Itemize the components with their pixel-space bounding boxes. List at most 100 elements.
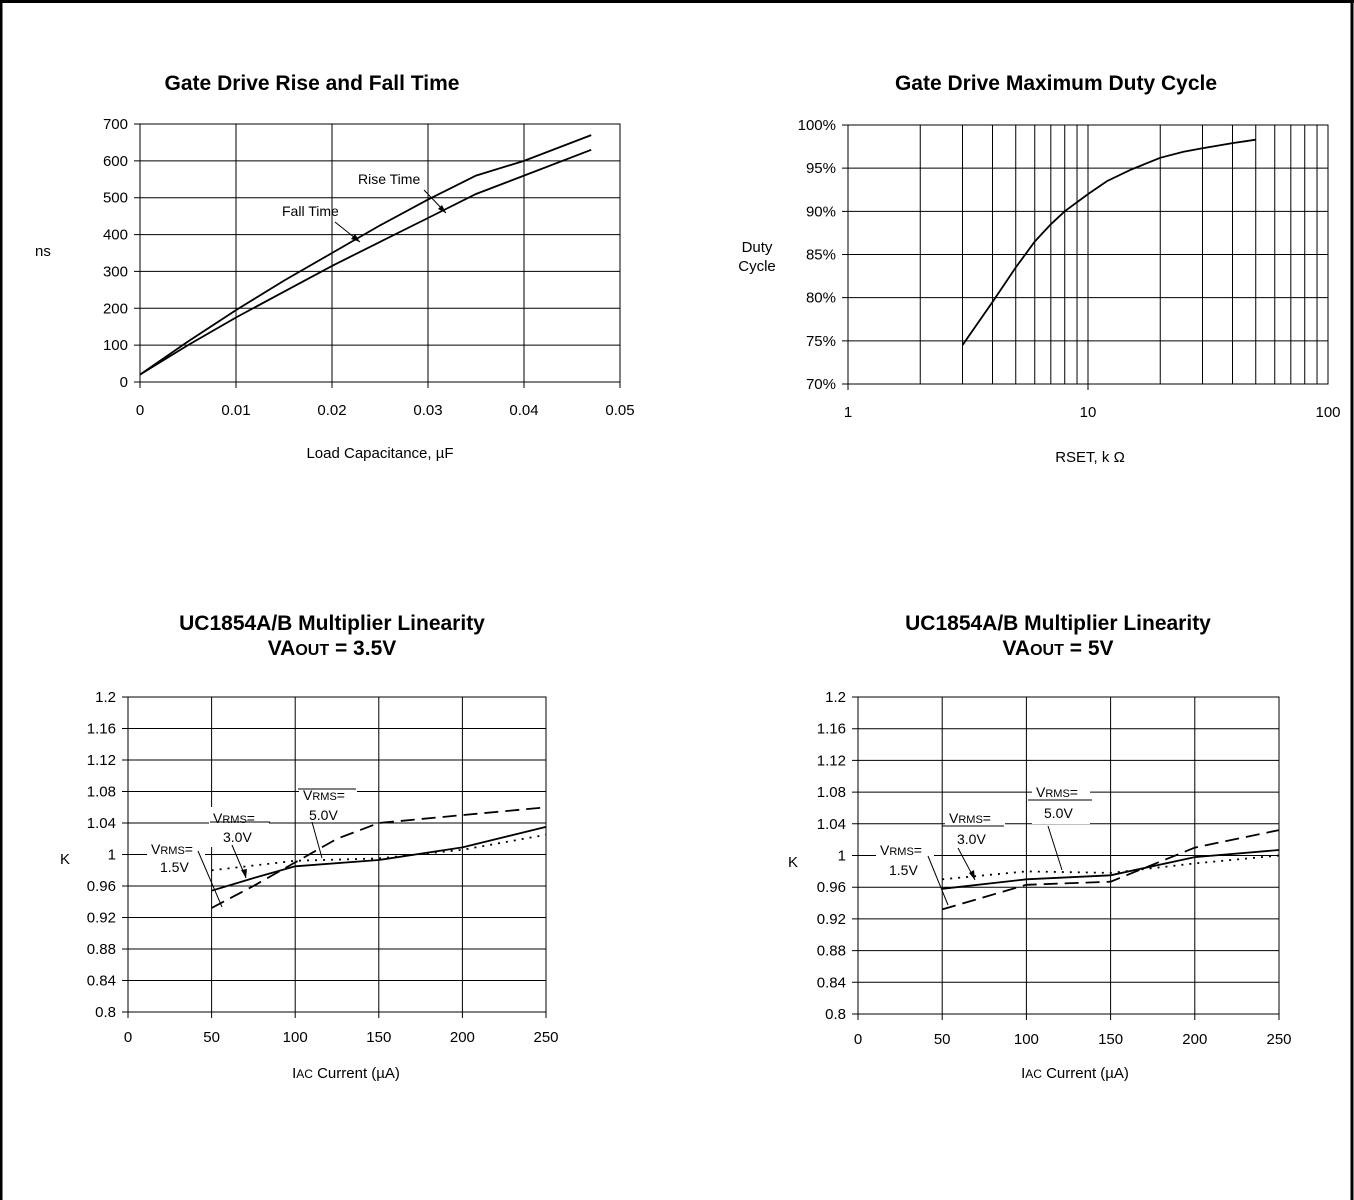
chart-3-x-ticks: 0 50 100 150 200 250 xyxy=(124,1029,559,1046)
y-tick-label: 80% xyxy=(806,290,836,307)
chart-3-y-label: K xyxy=(60,851,70,868)
annotation-box-1v5-b xyxy=(876,840,934,878)
annotation-value-1v5-b: 1.5V xyxy=(889,862,918,878)
y-tick-label: 90% xyxy=(806,203,836,220)
y-tick-label: 1.12 xyxy=(87,752,116,769)
x-tick-label: 150 xyxy=(1098,1031,1123,1048)
series-line-duty-cycle xyxy=(961,138,1256,346)
chart-1-y-label: ns xyxy=(35,243,51,260)
y-tick-label: 1.08 xyxy=(87,784,116,801)
leader-5v0 xyxy=(311,821,323,859)
x-tick-label: 100 xyxy=(283,1029,308,1046)
chart-rise-fall-time: Gate Drive Rise and Fall Time 0 100 200 300… xyxy=(35,72,635,462)
annotation-box-3v0 xyxy=(209,807,269,847)
y-tick-label: 0.88 xyxy=(87,941,116,958)
y-tick-label: 1.16 xyxy=(87,721,116,738)
y-tick-label: 0.88 xyxy=(817,943,846,960)
series-line-3-0v xyxy=(942,854,1280,881)
leader-1v5 xyxy=(197,850,223,908)
annotation-value-1v5: 1.5V xyxy=(160,859,189,875)
y-tick-label: 95% xyxy=(806,160,836,177)
chart-1-x-ticks: 0 0.01 0.02 0.03 0.04 0.05 xyxy=(136,402,635,419)
chart-2-title: Gate Drive Maximum Duty Cycle xyxy=(895,72,1217,95)
annotation-box-3v0-b xyxy=(945,808,1005,848)
arrow-rise-time xyxy=(438,205,446,213)
annotation-vrms-3v0: VRMS= xyxy=(213,810,255,826)
y-tick-label: 1.08 xyxy=(817,784,846,801)
leader-1v5-b xyxy=(927,855,949,906)
arrow-3v0 xyxy=(241,869,247,878)
y-label-line: Duty xyxy=(742,239,773,256)
x-tick-label: 250 xyxy=(1266,1031,1291,1048)
x-tick-label: 50 xyxy=(203,1029,220,1046)
annotation-vrms-5v0: VRMS= xyxy=(303,787,345,803)
arrow-fall-time xyxy=(351,234,360,242)
x-tick-label: 100 xyxy=(1315,404,1340,421)
y-tick-label: 700 xyxy=(103,116,128,133)
y-tick-label: 1 xyxy=(838,848,846,865)
y-tick-label: 200 xyxy=(103,300,128,317)
y-tick-label: 1.16 xyxy=(817,721,846,738)
chart-3-title: UC1854A/B Multiplier Linearity xyxy=(179,612,485,635)
annotation-vrms-3v0-b: VRMS= xyxy=(949,810,991,826)
x-tick-label: 150 xyxy=(366,1029,391,1046)
chart-1-x-label: Load Capacitance, µF xyxy=(306,445,453,462)
chart-3-y-ticks: 0.8 0.84 0.88 0.92 0.96 1 1.04 1.08 1.12 1.16 1.2 xyxy=(87,689,116,1021)
chart-linearity-3v5: UC1854A/B Multiplier Linearity VAOUT = 3… xyxy=(60,612,559,1082)
chart-2-grid xyxy=(842,124,1329,390)
x-tick-label: 250 xyxy=(533,1029,558,1046)
series-line-5-0v xyxy=(941,829,1280,911)
x-tick-label: 1 xyxy=(844,404,852,421)
x-tick-label: 0.05 xyxy=(605,402,634,419)
chart-4-title: UC1854A/B Multiplier Linearity xyxy=(905,612,1211,635)
chart-4-y-label: K xyxy=(788,854,798,871)
chart-3-subtitle: VAOUT = 3.5V xyxy=(268,637,397,660)
x-tick-label: 0.02 xyxy=(317,402,346,419)
y-tick-label: 1.2 xyxy=(95,689,116,706)
x-tick-label: 0.04 xyxy=(509,402,538,419)
annotation-vrms-1v5-b: VRMS= xyxy=(880,842,922,858)
annotation-box-5v0-b xyxy=(1032,782,1090,824)
leader-5v0-b xyxy=(1047,825,1063,871)
annotation-box-1v5 xyxy=(147,840,205,876)
chart-3-grid xyxy=(122,696,547,1018)
y-tick-label: 500 xyxy=(103,190,128,207)
y-tick-label: 1.2 xyxy=(825,689,846,706)
y-tick-label: 0.84 xyxy=(817,974,846,991)
series-line-1-5v xyxy=(211,826,547,892)
y-tick-label: 0.8 xyxy=(95,1004,116,1021)
x-tick-label: 10 xyxy=(1080,404,1097,421)
series-line-1-5v xyxy=(942,849,1280,890)
annotation-vrms-5v0-b: VRMS= xyxy=(1036,784,1078,800)
x-tick-label: 100 xyxy=(1014,1031,1039,1048)
chart-1-y-ticks: 0 100 200 300 400 500 600 700 xyxy=(103,116,128,391)
chart-4-subtitle: VAOUT = 5V xyxy=(1002,637,1113,660)
plot-frame xyxy=(139,123,621,383)
x-tick-label: 0.01 xyxy=(221,402,250,419)
chart-3-curves xyxy=(211,806,547,909)
x-tick-label: 0 xyxy=(854,1031,862,1048)
x-tick-label: 0.03 xyxy=(413,402,442,419)
chart-4-curves xyxy=(941,829,1280,911)
arrow-3v0-b xyxy=(969,870,975,880)
y-tick-label: 75% xyxy=(806,333,836,350)
y-tick-label: 0.92 xyxy=(817,911,846,928)
chart-3-x-label: IAC Current (µA) xyxy=(292,1065,400,1082)
y-tick-label: 400 xyxy=(103,227,128,244)
annotation-vrms-1v5: VRMS= xyxy=(151,841,193,857)
y-tick-label: 100% xyxy=(798,117,836,134)
chart-4-x-label: IAC Current (µA) xyxy=(1021,1065,1129,1082)
chart-4-y-ticks: 0.8 0.84 0.88 0.92 0.96 1 1.04 1.08 1.12 1.16 1.2 xyxy=(817,689,846,1023)
chart-2-y-label: Duty Cycle xyxy=(738,239,776,275)
y-tick-label: 0.96 xyxy=(87,878,116,895)
y-tick-label: 0 xyxy=(120,374,128,391)
y-tick-label: 0.84 xyxy=(87,973,116,990)
x-tick-label: 0 xyxy=(124,1029,132,1046)
annotation-value-3v0-b: 3.0V xyxy=(957,831,986,847)
series-line-5-0v xyxy=(211,806,547,909)
y-label-line: Cycle xyxy=(738,258,776,275)
y-tick-label: 300 xyxy=(103,263,128,280)
series-line-fall-time xyxy=(139,148,592,376)
y-tick-label: 600 xyxy=(103,153,128,170)
